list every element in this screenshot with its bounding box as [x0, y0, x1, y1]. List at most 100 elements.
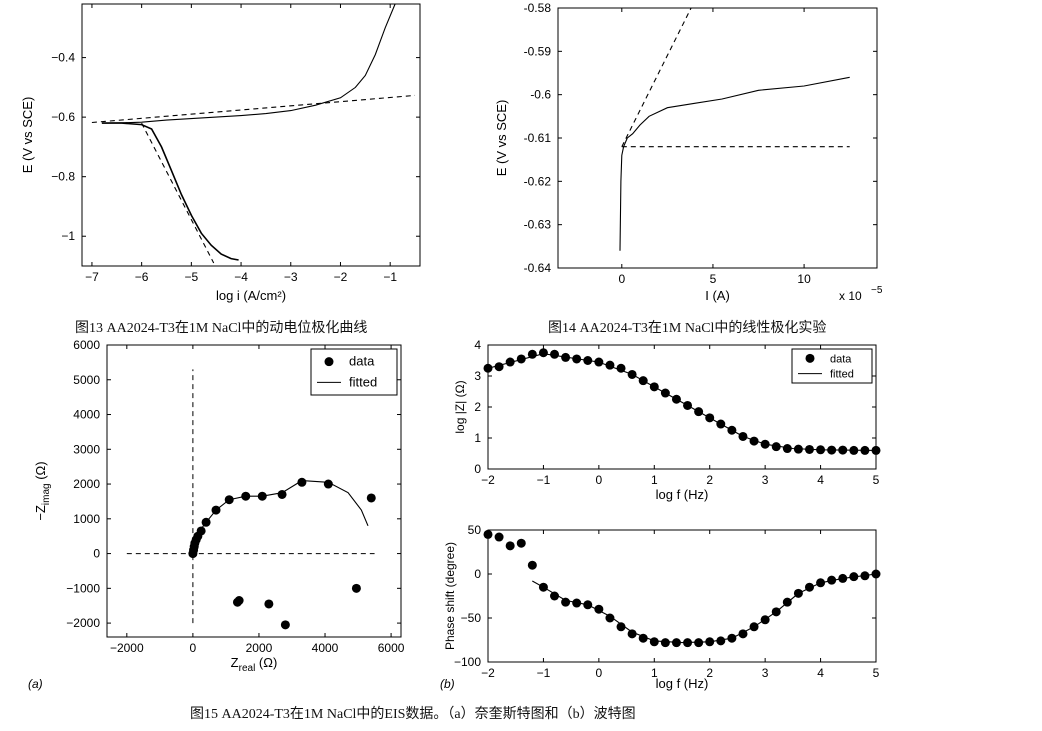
x-tick-label: 1	[651, 473, 658, 487]
x-tick-label: 0	[618, 272, 625, 286]
x-tick-label: 5	[710, 272, 717, 286]
y-tick-label: -0.64	[524, 261, 552, 275]
x-tick-label: 2	[706, 473, 713, 487]
x-tick-label: −1	[383, 270, 397, 284]
x-tick-label: 0	[190, 641, 197, 655]
x-tick-label: −1	[537, 666, 551, 680]
chart-nyquist: −2000 0 2000 4000 6000 −2000 −1000 0 1000 2000 300…	[28, 338, 405, 691]
y-tick-label: −0.8	[51, 170, 75, 184]
caption-fig14: 图14 AA2024-T3在1M NaCl中的线性极化实验	[548, 321, 827, 336]
x-tick-label: 2	[706, 666, 713, 680]
legend-box	[310, 348, 398, 396]
data-point	[605, 360, 615, 370]
data-point	[572, 354, 582, 364]
data-point	[241, 491, 251, 501]
y-tick-label: −2000	[66, 616, 100, 630]
data-point	[838, 445, 848, 455]
data-point	[804, 582, 814, 592]
plot-frame	[557, 7, 878, 269]
data-point	[716, 419, 726, 429]
legend-label-data: data	[830, 353, 852, 365]
x-tick-label: −1	[537, 473, 551, 487]
chart-bode-magnitude: −2 −1 0 1 2 3 4 5 0 1 2 3 4 log f (Hz) log |Z| (Ω) data…	[453, 338, 881, 502]
data-point	[638, 633, 648, 643]
y-tick-label: 5000	[73, 373, 100, 387]
data-point	[749, 622, 759, 632]
data-point	[871, 569, 881, 579]
data-point	[760, 615, 770, 625]
x-axis-label: log i (A/cm²)	[216, 288, 286, 303]
data-point	[816, 578, 826, 588]
data-point	[280, 620, 290, 630]
series-cathodic-tangent	[141, 122, 215, 264]
data-point	[494, 362, 504, 372]
x-tick-label: 5	[873, 666, 880, 680]
data-point	[827, 575, 837, 585]
data-point	[749, 436, 759, 446]
x-tick-label: 6000	[378, 641, 405, 655]
data-point	[771, 607, 781, 617]
data-point	[527, 349, 537, 359]
y-tick-label: −50	[461, 611, 482, 625]
data-point	[516, 538, 526, 548]
y-tick-label: 0	[474, 462, 481, 476]
data-point	[297, 477, 307, 487]
x-tick-label: 5	[873, 473, 880, 487]
data-point	[860, 445, 870, 455]
data-point	[649, 382, 659, 392]
data-point	[538, 582, 548, 592]
data-point	[572, 598, 582, 608]
data-point	[694, 407, 704, 417]
x-tick-label: −6	[135, 270, 149, 284]
y-tick-label: 6000	[73, 338, 100, 352]
legend-marker-data	[324, 357, 334, 367]
x-axis-exponent: −5	[871, 285, 883, 296]
data-point	[323, 479, 333, 489]
data-point	[804, 444, 814, 454]
x-tick-label: 0	[596, 666, 603, 680]
caption-fig15: 图15 AA2024-T3在1M NaCl中的EIS数据。（a）奈奎斯特图和（b…	[190, 707, 636, 722]
data-point	[627, 369, 637, 379]
x-tick-label: 4	[817, 473, 824, 487]
data-point	[234, 596, 244, 605]
data-point	[201, 517, 211, 527]
legend-label-data: data	[349, 354, 375, 369]
data-point	[782, 597, 792, 607]
data-point	[738, 629, 748, 639]
data-point	[649, 637, 659, 647]
data-point	[705, 413, 715, 423]
y-axis-label: E (V vs SCE)	[494, 100, 509, 177]
x-tick-label: −4	[234, 270, 248, 284]
data-point	[849, 572, 859, 582]
x-tick-label: −2000	[110, 641, 144, 655]
data-point	[505, 357, 515, 367]
y-tick-label: -0.6	[530, 88, 551, 102]
data-point	[583, 600, 593, 610]
data-point	[483, 529, 493, 539]
data-point	[594, 357, 604, 367]
data-point	[211, 505, 221, 515]
data-point	[838, 573, 848, 583]
data-point	[277, 489, 287, 499]
data-point	[727, 425, 737, 435]
data-point	[605, 613, 615, 623]
series-cathodic	[101, 122, 239, 261]
data-point	[738, 431, 748, 441]
series-anodic	[101, 3, 396, 124]
x-tick-label: −5	[185, 270, 199, 284]
panel-label: (a)	[28, 677, 43, 691]
chart-bode-phase: −2 −1 0 1 2 3 4 5 −100 −50 0 50 log f (Hz) Phase shif…	[440, 523, 881, 691]
data-point	[683, 638, 693, 648]
data-point	[671, 638, 681, 648]
y-tick-label: −0.4	[51, 51, 75, 65]
plot-frame	[81, 3, 421, 267]
data-point	[683, 400, 693, 410]
data-point	[516, 354, 526, 364]
data-point	[638, 376, 648, 386]
y-tick-label: −1	[61, 229, 75, 243]
y-axis-label: E (V vs SCE)	[20, 97, 35, 174]
series-anodic-tangent	[91, 94, 416, 124]
x-tick-label: 3	[762, 473, 769, 487]
x-tick-label: 4	[817, 666, 824, 680]
